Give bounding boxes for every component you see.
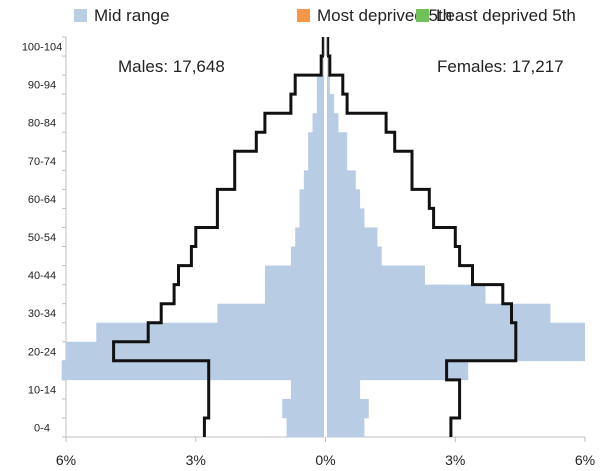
bar-female-70-74 [325,151,348,171]
females-total-label: Females: 17,217 [437,57,564,76]
bar-male-5-9 [282,398,326,419]
bar-male-0-4 [286,417,326,438]
bar-male-10-14 [290,379,326,400]
x-tick-label: 6% [575,452,595,468]
bar-male-55-59 [299,208,326,228]
y-tick-label: 80-84 [28,118,56,130]
y-tick-label: 20-24 [28,346,56,358]
bar-female-30-34 [325,303,551,324]
bar-female-50-54 [325,227,378,247]
bar-male-15-19 [61,360,326,381]
y-tick-label: 10-14 [28,384,56,396]
bar-female-80-84 [325,113,339,133]
bar-male-90-94 [316,75,326,95]
outline-females [326,37,518,437]
bar-male-60-64 [299,189,326,209]
bar-male-35-39 [264,284,326,304]
bar-male-85-89 [316,94,326,114]
bar-female-75-79 [325,132,348,152]
legend-label: Least deprived 5th [436,6,576,25]
bar-male-75-79 [308,132,326,152]
bar-male-80-84 [312,113,326,133]
y-axis-labels: 0-4 10-14 20-24 30-34 40-44 50-54 60-64 70-74 80… [22,42,62,435]
bar-male-65-69 [303,170,326,190]
bar-female-20-24 [325,341,585,362]
legend-swatch [297,9,310,22]
bar-male-45-49 [290,246,326,266]
bar-female-90-94 [325,75,330,95]
bar-female-10-14 [325,379,361,400]
legend-swatch [74,9,87,22]
center-axis [323,37,328,437]
bar-female-5-9 [325,398,369,419]
bar-female-35-39 [325,284,486,304]
bar-male-25-29 [96,322,326,343]
x-tick-label: 3% [186,452,206,468]
bar-female-0-4 [325,417,365,438]
y-tick-label: 90-94 [28,80,56,92]
x-tick-label: 0% [315,452,335,468]
outline-layer [112,37,518,437]
x-axis-labels: 6% 3% 0% 3% 6% [56,452,595,468]
bar-male-50-54 [295,227,326,247]
bar-male-40-44 [264,265,326,285]
bar-female-45-49 [325,246,382,266]
bars-layer [61,37,585,438]
legend-swatch [416,9,429,22]
y-tick-label: 0-4 [34,422,50,434]
bar-female-25-29 [325,322,585,343]
y-tick-label: 40-44 [28,270,56,282]
bar-female-65-69 [325,170,356,190]
y-tick-label: 30-34 [28,308,56,320]
bar-female-40-44 [325,265,425,285]
outline-males [112,37,325,437]
bar-male-20-24 [66,341,326,362]
y-tick-label: 70-74 [28,156,56,168]
bar-female-15-19 [325,360,469,381]
y-tick-label: 50-54 [28,232,56,244]
y-tick-label: 100-104 [22,42,62,54]
legend-label: Mid range [94,6,170,25]
males-total-label: Males: 17,648 [118,57,225,76]
legend-label: Most deprived 5th [317,6,452,25]
bar-male-30-34 [217,303,326,324]
bar-female-60-64 [325,189,361,209]
bar-female-55-59 [325,208,365,228]
x-tick-label: 3% [445,452,465,468]
y-tick-label: 60-64 [28,194,56,206]
x-tick-label: 6% [56,452,76,468]
bar-male-70-74 [308,151,326,171]
bar-female-85-89 [325,94,335,114]
